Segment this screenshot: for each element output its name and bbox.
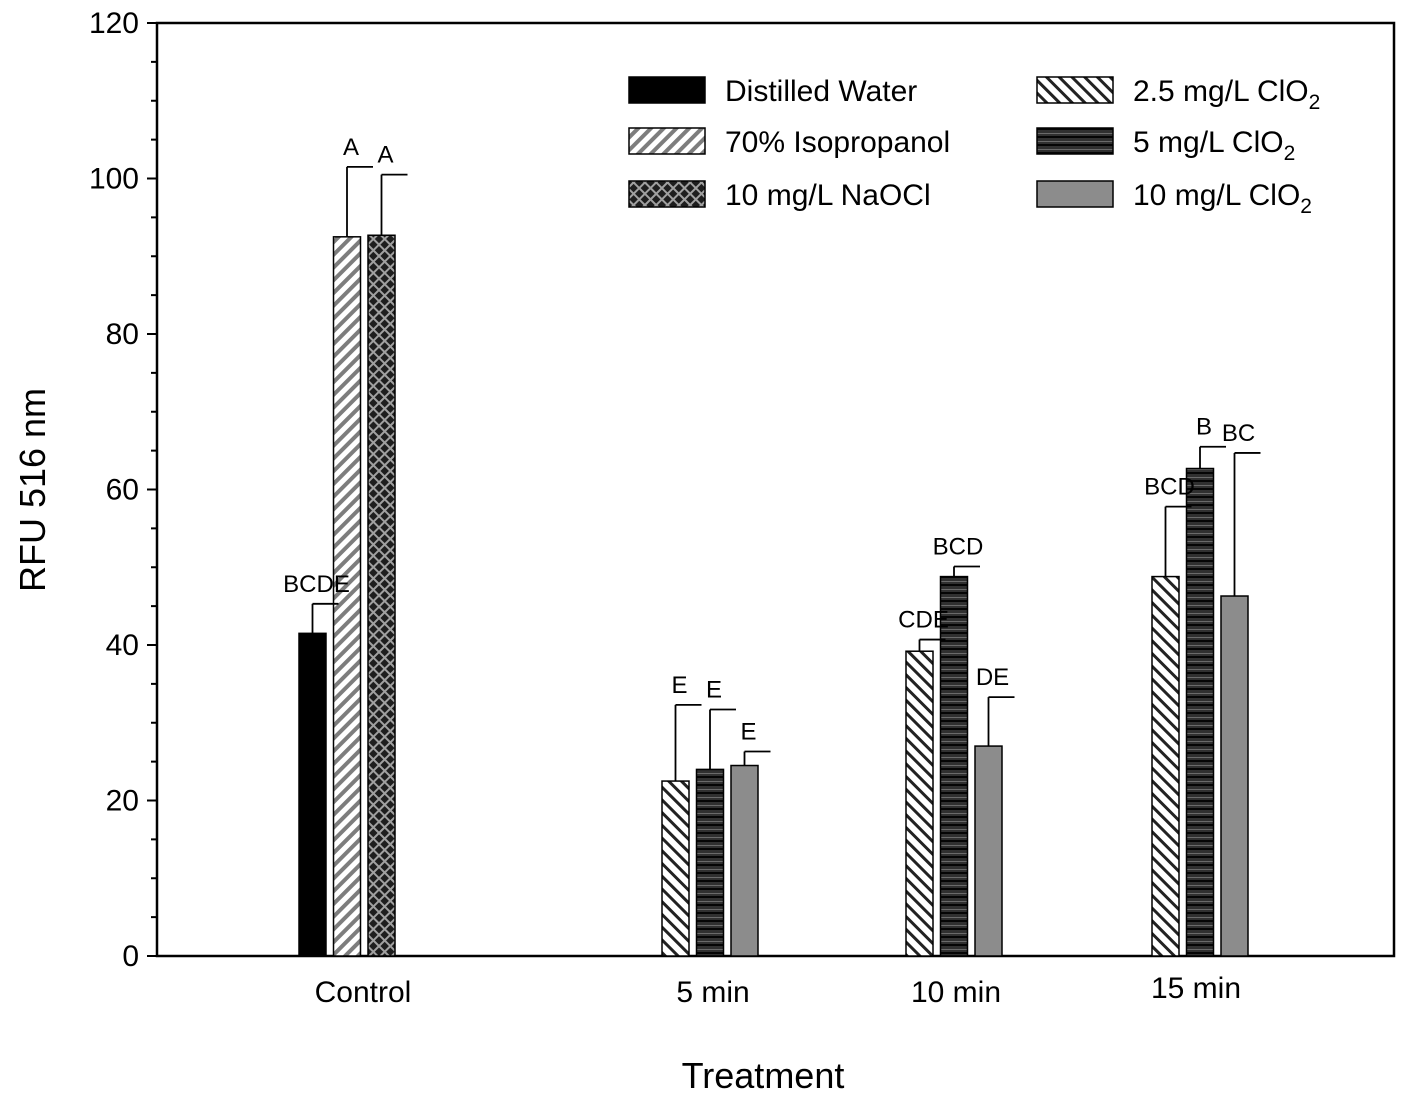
legend-label-text: 10 mg/L ClO <box>1133 179 1300 212</box>
legend-label-subscript: 2 <box>1284 142 1296 165</box>
legend-item: 70% Isopropanol <box>628 126 950 159</box>
legend-item: Distilled Water <box>628 75 917 108</box>
legend-label-text: 5 mg/L ClO <box>1133 126 1284 159</box>
significance-label: BCDE <box>283 571 350 598</box>
y-tick-label: 80 <box>106 318 139 351</box>
y-tick-label: 60 <box>106 474 139 507</box>
bar <box>367 234 396 957</box>
significance-label: BCD <box>933 533 984 560</box>
x-category-label: 15 min <box>1151 972 1241 1005</box>
legend-item: 10 mg/L NaOCl <box>628 179 931 212</box>
significance-label: E <box>740 719 756 746</box>
x-category-label: Control <box>315 976 412 1009</box>
significance-label: E <box>671 672 687 699</box>
legend-label: 10 mg/L NaOCl <box>725 179 931 212</box>
legend-item: 5 mg/L ClO2 <box>1036 126 1295 165</box>
legend-item: 2.5 mg/L ClO2 <box>1036 75 1320 114</box>
significance-label: A <box>343 134 359 161</box>
significance-label: A <box>377 142 393 169</box>
legend-label: 10 mg/L ClO2 <box>1133 179 1312 218</box>
significance-label: B <box>1196 414 1212 441</box>
legend-swatch <box>628 180 706 208</box>
bar <box>730 764 759 957</box>
bar <box>905 650 934 957</box>
significance-label: E <box>706 677 722 704</box>
y-tick-label: 120 <box>89 7 139 40</box>
y-tick-label: 40 <box>106 629 139 662</box>
y-axis-title: RFU 516 nm <box>12 388 53 592</box>
bar <box>1185 467 1215 957</box>
bar <box>298 632 327 957</box>
legend-label-text: Distilled Water <box>725 75 917 108</box>
significance-label: DE <box>976 664 1009 691</box>
y-tick-label: 20 <box>106 785 139 818</box>
bar <box>1151 575 1180 957</box>
legend-label-text: 70% Isopropanol <box>725 126 950 159</box>
legend-swatch <box>628 127 706 155</box>
legend-label-text: 2.5 mg/L ClO <box>1133 75 1309 108</box>
x-axis-title: Treatment <box>682 1055 845 1096</box>
bar <box>1220 595 1249 957</box>
legend-label: 70% Isopropanol <box>725 126 950 159</box>
legend-swatch <box>1036 76 1114 104</box>
legend-swatch <box>1036 180 1114 208</box>
legend-item: 10 mg/L ClO2 <box>1036 179 1312 218</box>
significance-label: BC <box>1222 420 1255 447</box>
bar <box>661 780 690 957</box>
bar-series-group <box>298 234 1249 957</box>
legend-label: Distilled Water <box>725 75 917 108</box>
legend-swatch <box>628 76 706 104</box>
x-category-label: 10 min <box>911 976 1001 1009</box>
x-axis: Control 5 min 10 min 15 min <box>315 972 1241 1009</box>
legend-label-subscript: 2 <box>1309 91 1321 114</box>
legend-label-text: 10 mg/L NaOCl <box>725 179 931 212</box>
legend-label: 2.5 mg/L ClO2 <box>1133 75 1320 114</box>
y-axis: 0 20 40 60 80 100 120 <box>89 7 157 973</box>
bar <box>974 745 1003 957</box>
y-tick-label: 100 <box>89 163 139 196</box>
error-bar-group <box>311 165 1261 782</box>
significance-label: BCD <box>1144 474 1195 501</box>
legend-label-subscript: 2 <box>1300 195 1312 218</box>
legend: Distilled Water 70% Isopropanol 10 mg/L Na… <box>628 75 1320 218</box>
legend-label: 5 mg/L ClO2 <box>1133 126 1295 165</box>
y-tick-label: 0 <box>122 940 139 973</box>
significance-label: CDE <box>898 607 949 634</box>
bar <box>695 768 725 957</box>
x-category-label: 5 min <box>676 976 749 1009</box>
legend-swatch <box>1036 127 1114 155</box>
